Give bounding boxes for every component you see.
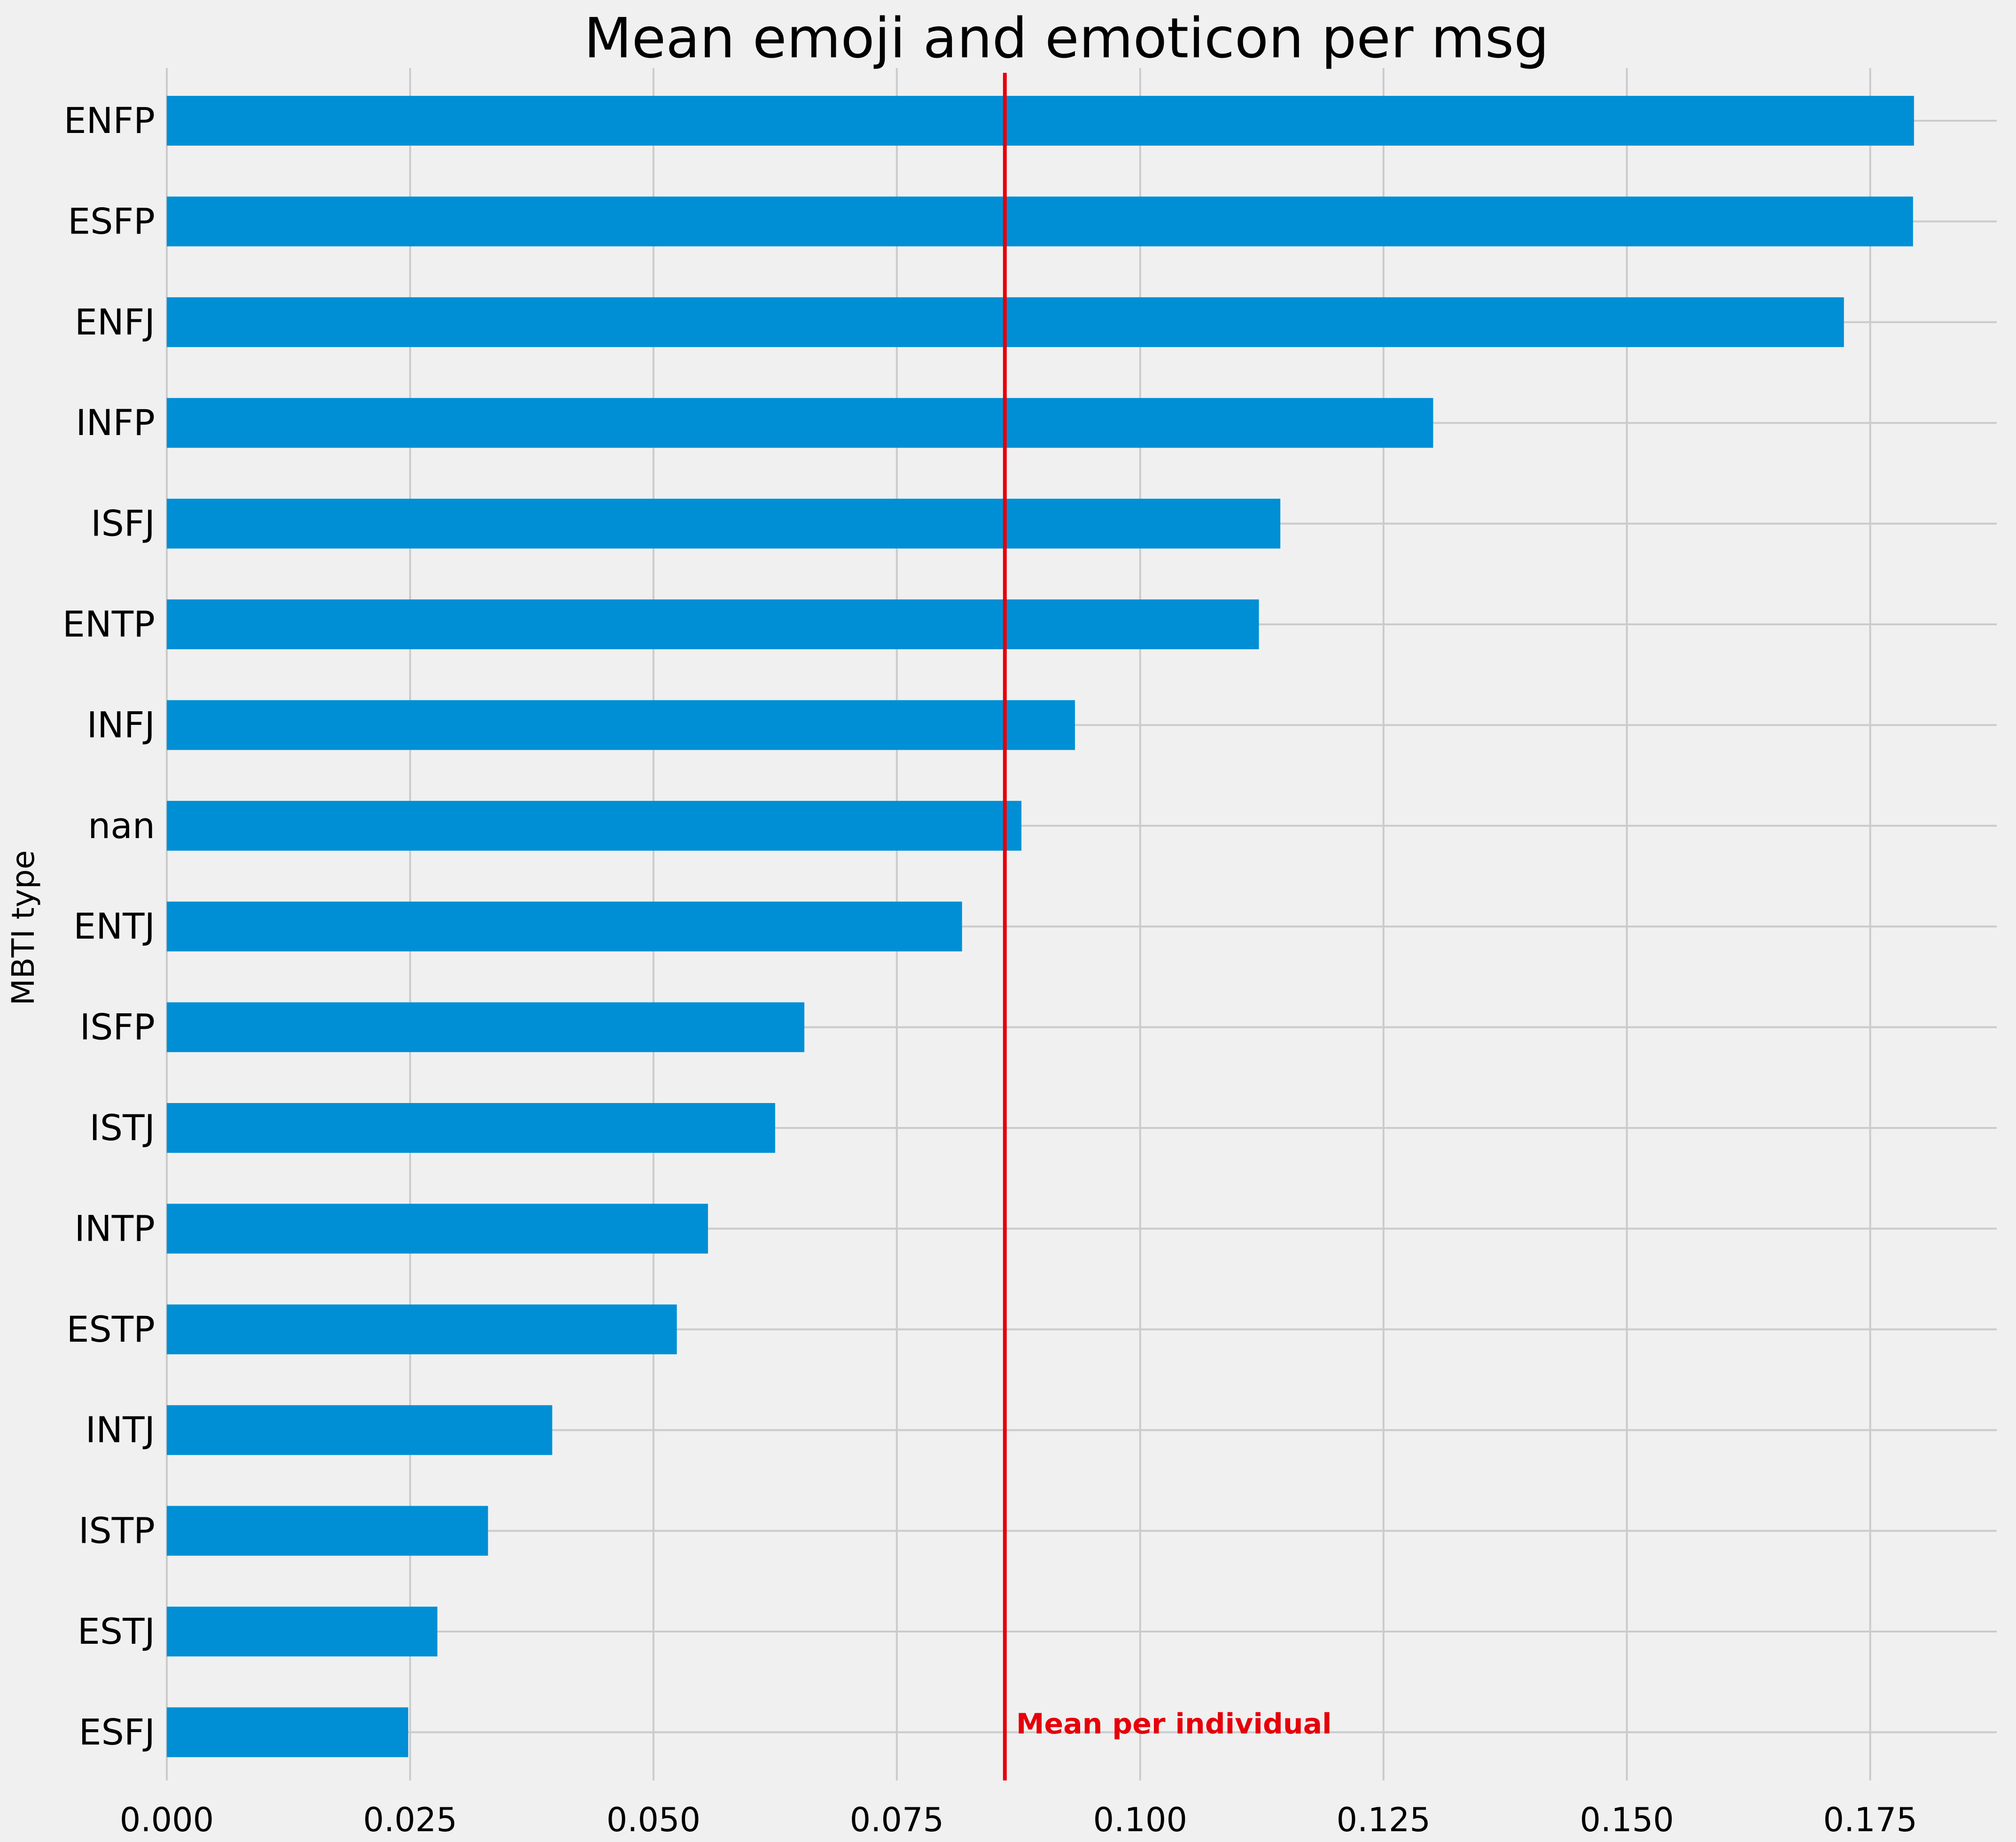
bar-estp: [167, 1304, 677, 1354]
y-tick-label: ESTJ: [78, 1610, 155, 1652]
bar-intp: [167, 1204, 708, 1254]
y-tick-label: INFP: [76, 402, 155, 443]
bar-esfp: [167, 196, 1913, 247]
y-tick-label: ESTP: [66, 1308, 155, 1350]
x-tick-label: 0.025: [363, 1801, 457, 1839]
y-tick-label: ISTJ: [90, 1107, 156, 1149]
bar-istj: [167, 1103, 775, 1153]
x-tick-labels: 0.000 0.025 0.050 0.075 0.100 0.125 0.150 0.175: [120, 1801, 1917, 1839]
x-tick-label: 0.000: [120, 1801, 214, 1839]
y-tick-label: ISFP: [80, 1006, 155, 1048]
bar-istp: [167, 1506, 488, 1556]
y-tick-label: ENTP: [62, 603, 155, 645]
bar-entp: [167, 599, 1259, 649]
y-tick-label: INFJ: [87, 704, 155, 746]
y-tick-labels: ENFP ESFP ENFJ INFP ISFJ ENTP INFJ nan ENTJ ISFP I…: [62, 100, 155, 1753]
bar-esfj: [167, 1707, 408, 1757]
bar-infp: [167, 398, 1433, 448]
reference-line-group: Mean per individual: [1003, 73, 1332, 1780]
bar-isfp: [167, 1002, 805, 1052]
bars: [167, 96, 1914, 1757]
bar-enfp: [167, 96, 1914, 146]
bar-estj: [167, 1607, 437, 1656]
y-tick-label: ISFJ: [91, 503, 155, 544]
y-tick-label: ENFJ: [75, 301, 155, 343]
x-tick-label: 0.075: [850, 1801, 944, 1839]
bar-infj: [167, 700, 1075, 750]
x-tick-label: 0.125: [1337, 1801, 1431, 1839]
x-tick-label: 0.050: [607, 1801, 701, 1839]
x-tick-label: 0.100: [1093, 1801, 1187, 1839]
y-tick-label: ESFJ: [79, 1711, 155, 1753]
bar-entj: [167, 902, 962, 952]
bar-isfj: [167, 498, 1281, 549]
chart-title: Mean emoji and emoticon per msg: [584, 6, 1549, 70]
y-tick-label: INTJ: [86, 1409, 155, 1451]
y-tick-label: ENFP: [64, 100, 155, 141]
x-tick-label: 0.175: [1823, 1801, 1917, 1839]
x-tick-label: 0.150: [1580, 1801, 1674, 1839]
y-tick-label: nan: [88, 805, 155, 847]
mean-reference-label: Mean per individual: [1016, 1708, 1332, 1741]
y-tick-label: ESFP: [68, 200, 155, 242]
y-tick-label: ISTP: [78, 1510, 155, 1552]
y-tick-label: ENTJ: [73, 905, 155, 947]
y-axis-label: MBTI type: [5, 850, 41, 1005]
y-tick-label: INTP: [74, 1207, 155, 1249]
bar-nan: [167, 801, 1022, 851]
bar-intj: [167, 1405, 553, 1455]
